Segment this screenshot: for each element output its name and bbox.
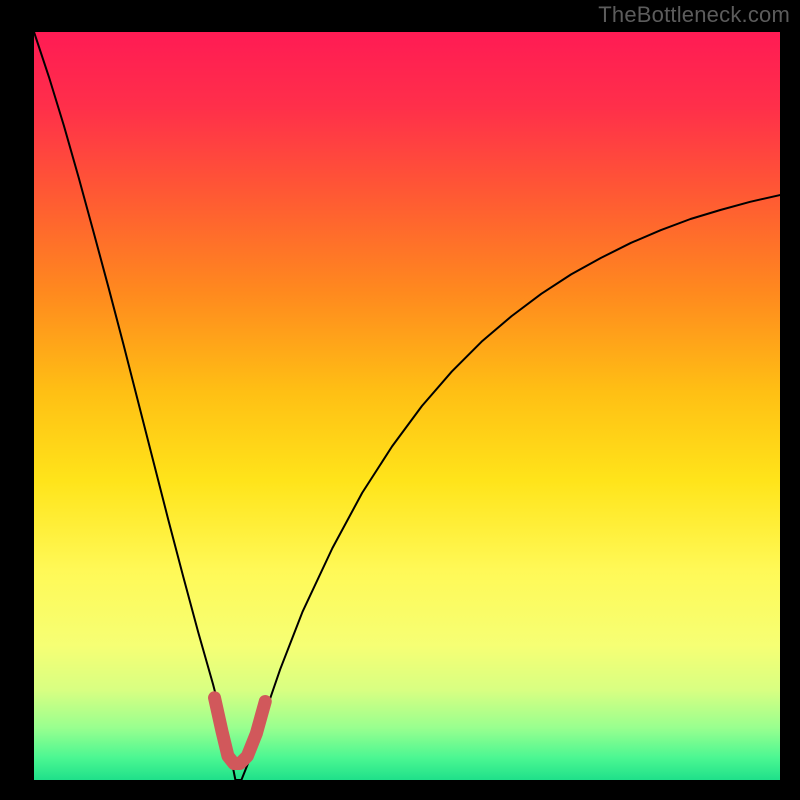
chart-frame: TheBottleneck.com: [0, 0, 800, 800]
bottleneck-chart: [0, 0, 800, 800]
watermark-text: TheBottleneck.com: [598, 2, 790, 28]
